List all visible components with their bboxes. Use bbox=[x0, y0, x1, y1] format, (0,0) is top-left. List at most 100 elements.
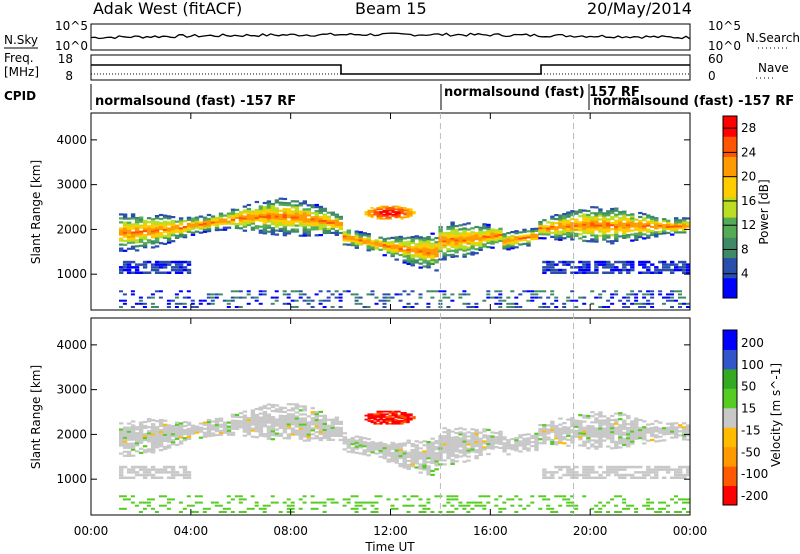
heatmap-cell bbox=[146, 296, 151, 299]
heatmap-cell bbox=[146, 260, 152, 264]
heatmap-cell bbox=[222, 425, 228, 428]
heatmap-cell bbox=[382, 293, 387, 296]
heatmap-cell bbox=[670, 424, 675, 427]
heatmap-cell bbox=[386, 245, 391, 248]
heatmap-cell bbox=[458, 431, 463, 434]
heatmap-cell bbox=[282, 201, 288, 205]
heatmap-cell bbox=[654, 430, 659, 433]
heatmap-cell bbox=[390, 455, 395, 459]
heatmap-cell bbox=[670, 299, 674, 302]
heatmap-cell bbox=[362, 240, 367, 243]
heatmap-cell bbox=[478, 431, 483, 434]
heatmap-cell bbox=[382, 455, 387, 458]
heatmap-cell bbox=[262, 201, 268, 205]
heatmap-cell bbox=[626, 224, 631, 227]
heatmap-cell bbox=[678, 296, 682, 299]
heatmap-cell bbox=[282, 234, 288, 237]
heatmap-cell bbox=[150, 465, 156, 469]
heatmap-cell bbox=[642, 471, 647, 474]
heatmap-cell bbox=[400, 421, 404, 424]
heatmap-cell bbox=[658, 268, 663, 272]
heatmap-cell bbox=[458, 224, 463, 227]
heatmap-cell bbox=[602, 226, 607, 229]
heatmap-cell bbox=[390, 240, 395, 244]
heatmap-cell bbox=[186, 495, 191, 498]
heatmap-cell bbox=[210, 424, 216, 427]
heatmap-cell bbox=[326, 418, 331, 421]
heatmap-cell bbox=[458, 441, 463, 444]
heatmap-cell bbox=[262, 413, 268, 416]
heatmap-cell bbox=[534, 436, 539, 439]
heatmap-cell bbox=[134, 434, 140, 437]
heatmap-cell bbox=[594, 214, 599, 217]
heatmap-cell bbox=[618, 438, 623, 441]
heatmap-cell bbox=[642, 266, 647, 269]
heatmap-cell bbox=[318, 437, 323, 440]
heatmap-cell bbox=[119, 507, 123, 510]
heatmap-cell bbox=[590, 226, 595, 229]
heatmap-cell bbox=[670, 476, 675, 479]
heatmap-cell bbox=[182, 260, 188, 264]
heatmap-cell bbox=[154, 221, 160, 224]
heatmap-cell bbox=[402, 261, 407, 264]
heatmap-cell bbox=[406, 511, 411, 513]
heatmap-cell bbox=[126, 422, 132, 425]
heatmap-cell bbox=[626, 415, 631, 418]
heatmap-cell bbox=[142, 263, 148, 266]
heatmap-cell bbox=[686, 263, 691, 266]
heatmap-cell bbox=[406, 252, 411, 255]
heatmap-cell bbox=[430, 447, 435, 450]
heatmap-cell bbox=[346, 290, 351, 293]
heatmap-cell bbox=[414, 456, 419, 459]
heatmap-cell bbox=[670, 428, 675, 431]
colorbar-swatch bbox=[723, 466, 737, 487]
heatmap-cell bbox=[678, 471, 683, 474]
heatmap-cell bbox=[626, 435, 631, 438]
heatmap-cell bbox=[442, 431, 447, 434]
heatmap-cell bbox=[126, 428, 132, 431]
heatmap-cell bbox=[554, 299, 559, 302]
heatmap-cell bbox=[290, 501, 295, 504]
heatmap-cell bbox=[622, 431, 627, 434]
heatmap-cell bbox=[474, 428, 479, 432]
heatmap-cell bbox=[388, 412, 392, 414]
heatmap-cell bbox=[306, 230, 311, 233]
heatmap-cell bbox=[654, 420, 659, 423]
heatmap-cell bbox=[126, 452, 132, 455]
heatmap-cell bbox=[590, 439, 595, 442]
heatmap-cell bbox=[422, 462, 427, 465]
heatmap-cell bbox=[358, 452, 363, 455]
heatmap-cell bbox=[126, 227, 132, 230]
heatmap-cell bbox=[442, 427, 447, 430]
heatmap-cell bbox=[678, 498, 682, 501]
heatmap-cell bbox=[178, 436, 184, 439]
heatmap-cell bbox=[454, 231, 459, 234]
heatmap-cell bbox=[274, 420, 280, 423]
heatmap-cell bbox=[666, 223, 671, 226]
heatmap-cell bbox=[130, 213, 136, 216]
heatmap-cell bbox=[385, 207, 389, 209]
heatmap-cell bbox=[538, 306, 543, 308]
heatmap-cell bbox=[606, 266, 611, 269]
heatmap-cell bbox=[494, 296, 499, 299]
heatmap-cell bbox=[498, 446, 503, 449]
heatmap-cell bbox=[130, 271, 136, 274]
heatmap-cell bbox=[642, 438, 647, 441]
heatmap-cell bbox=[502, 446, 507, 449]
heatmap-cell bbox=[294, 206, 300, 209]
heatmap-cell bbox=[302, 210, 307, 213]
heatmap-cell bbox=[142, 435, 148, 438]
heatmap-cell bbox=[626, 465, 631, 469]
heatmap-cell bbox=[158, 223, 164, 227]
heatmap-cell bbox=[598, 234, 603, 237]
heatmap-cell bbox=[438, 299, 443, 302]
heatmap-cell bbox=[598, 218, 603, 221]
heatmap-cell bbox=[586, 266, 591, 269]
heatmap-cell bbox=[306, 228, 311, 231]
freq-label-line2: [MHz] bbox=[4, 65, 39, 79]
heatmap-cell bbox=[378, 244, 383, 247]
heatmap-cell bbox=[598, 210, 603, 213]
heatmap-cell bbox=[130, 468, 136, 471]
heatmap-cell bbox=[454, 249, 459, 252]
heatmap-cell bbox=[422, 452, 427, 455]
